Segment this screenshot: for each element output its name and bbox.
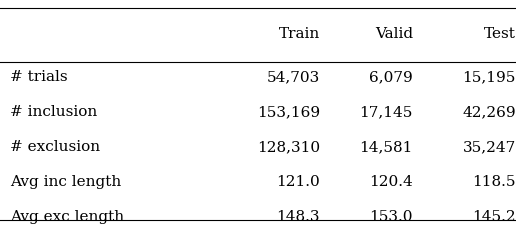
Text: 120.4: 120.4 — [369, 174, 413, 188]
Text: 148.3: 148.3 — [277, 209, 320, 223]
Text: 35,247: 35,247 — [463, 139, 516, 153]
Text: 128,310: 128,310 — [257, 139, 320, 153]
Text: 153.0: 153.0 — [369, 209, 413, 223]
Text: Avg inc length: Avg inc length — [10, 174, 122, 188]
Text: 54,703: 54,703 — [267, 70, 320, 83]
Text: 17,145: 17,145 — [360, 104, 413, 118]
Text: 118.5: 118.5 — [473, 174, 516, 188]
Text: # inclusion: # inclusion — [10, 104, 98, 118]
Text: Test: Test — [484, 27, 516, 41]
Text: 6,079: 6,079 — [369, 70, 413, 83]
Text: # exclusion: # exclusion — [10, 139, 101, 153]
Text: # trials: # trials — [10, 70, 68, 83]
Text: 15,195: 15,195 — [463, 70, 516, 83]
Text: 153,169: 153,169 — [257, 104, 320, 118]
Text: 14,581: 14,581 — [360, 139, 413, 153]
Text: 42,269: 42,269 — [462, 104, 516, 118]
Text: Train: Train — [279, 27, 320, 41]
Text: 145.2: 145.2 — [472, 209, 516, 223]
Text: Avg exc length: Avg exc length — [10, 209, 124, 223]
Text: 121.0: 121.0 — [276, 174, 320, 188]
Text: Valid: Valid — [375, 27, 413, 41]
